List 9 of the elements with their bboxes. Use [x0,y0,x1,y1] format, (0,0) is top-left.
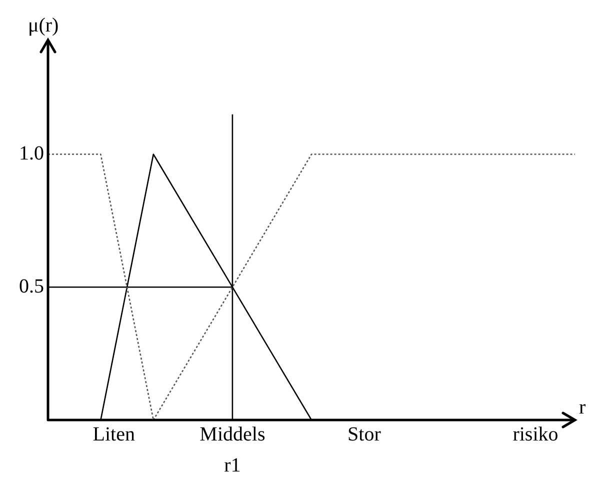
y-tick-label: 1.0 [19,142,44,165]
x-tick-label: Stor [348,423,382,446]
y-axis-title: μ(r) [28,14,59,36]
x-tick-label: Middels [200,423,266,446]
x-tick-label: risiko [512,423,558,446]
y-tick-label: 0.5 [19,275,44,298]
x-tick-label: Liten [92,423,135,446]
x-axis-title: r [579,396,586,418]
ref-line-label: r1 [224,454,241,476]
